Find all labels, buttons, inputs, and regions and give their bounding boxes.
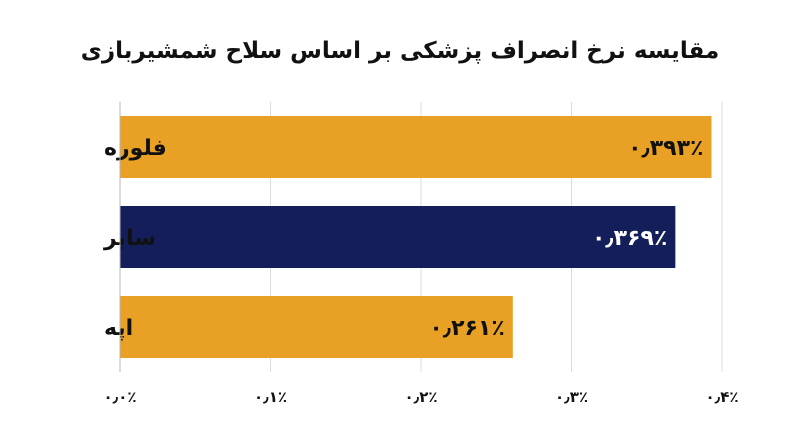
x-tick-label: ۰٫۰٪ <box>103 388 136 406</box>
bar <box>120 116 712 178</box>
x-tick-label: ۰٫۳٪ <box>555 388 588 406</box>
category-label: فلوره <box>104 136 167 161</box>
x-tick-label: ۰٫۱٪ <box>254 388 287 406</box>
bar-value-label: ۰٫۳۹۳٪ <box>628 136 703 161</box>
category-label: سابر <box>103 226 156 251</box>
x-tick-labels: ۰٫۰٪ ۰٫۱٪ ۰٫۲٪ ۰٫۳٪ ۰٫۴٪ <box>103 388 738 406</box>
bar-value-label: ۰٫۳۶۹٪ <box>592 226 667 251</box>
bar-value-label: ۰٫۲۶۱٪ <box>429 316 504 341</box>
bar <box>120 206 676 268</box>
chart-title: مقایسه نرخ انصراف پزشکی بر اساس سلاح شمش… <box>81 38 720 64</box>
bars: ۰٫۳۹۳٪ ۰٫۳۶۹٪ ۰٫۲۶۱٪ <box>120 116 712 358</box>
bar <box>120 296 513 358</box>
category-label: اپه <box>104 316 133 341</box>
x-tick-label: ۰٫۴٪ <box>705 388 738 406</box>
x-tick-label: ۰٫۲٪ <box>404 388 437 406</box>
category-labels: فلوره سابر اپه <box>103 136 167 341</box>
